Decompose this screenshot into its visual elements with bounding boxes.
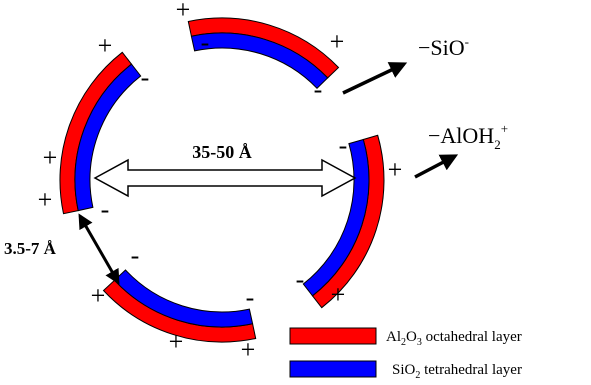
silanol-arrow — [343, 64, 404, 93]
legend-swatch-tetrahedral — [290, 361, 376, 377]
charge: - — [246, 283, 255, 312]
charge: + — [388, 155, 403, 184]
charge: - — [201, 28, 210, 57]
legend-tetrahedral: SiO2 tetrahedral layer — [392, 362, 522, 381]
legend-text: octahedral layer — [422, 329, 522, 345]
charge: + — [169, 327, 184, 356]
aluminol-base: −AlOH — [428, 123, 494, 148]
charge: - — [101, 195, 110, 224]
charge: + — [176, 0, 191, 24]
silanol-label: −SiO- — [418, 34, 469, 60]
tetrahedral-band — [303, 140, 369, 296]
tetrahedral-band — [191, 33, 327, 88]
charge: - — [131, 241, 140, 270]
pore-size: 35-50 Å — [192, 142, 252, 162]
charge: + — [241, 335, 256, 364]
legend-text: SiO — [392, 362, 416, 378]
gap-arrow — [80, 216, 118, 282]
pore-arrow — [95, 160, 355, 196]
charge: + — [331, 280, 346, 309]
charge: - — [296, 265, 305, 294]
legend-octahedral: Al2O3 octahedral layer — [386, 329, 522, 348]
aluminol-label: −AlOH2+ — [428, 121, 508, 152]
silanol-base: −SiO — [418, 35, 465, 60]
charge: - — [314, 75, 323, 104]
aluminol-arrow — [415, 156, 455, 177]
legend-text: tetrahedral layer — [420, 362, 522, 378]
aluminol-sub: 2 — [494, 137, 501, 152]
legend-text: Al — [386, 329, 401, 345]
charge: + — [38, 185, 53, 214]
aluminol-charge: + — [501, 121, 508, 136]
charge: - — [141, 63, 150, 92]
diagram: +-+-+-++--+-+-+-++ 35-50 Å 3.5-7 Å −SiO-… — [0, 0, 591, 385]
legend-swatch-octahedral — [290, 328, 376, 344]
legend-text: O — [406, 329, 417, 345]
charge: + — [98, 31, 113, 60]
tetrahedral-band — [115, 270, 253, 327]
charge: + — [43, 143, 58, 172]
charge: + — [91, 281, 106, 310]
charge: - — [339, 131, 348, 160]
silanol-charge: - — [465, 34, 469, 49]
layer-gap: 3.5-7 Å — [4, 239, 57, 258]
charge: + — [330, 27, 345, 56]
